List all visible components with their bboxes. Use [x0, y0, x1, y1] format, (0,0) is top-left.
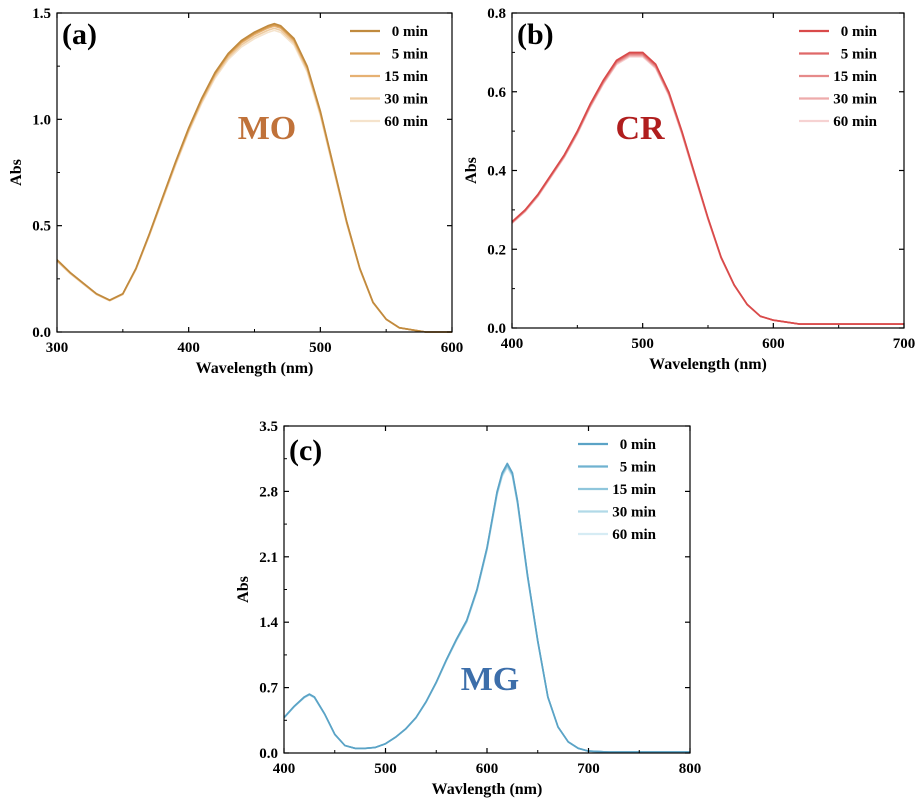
x-axis-title: Wavelength (nm): [196, 360, 314, 377]
legend-label: 30 min: [612, 505, 656, 521]
x-axis-title: Wavelength (nm): [649, 356, 767, 373]
x-tick-label: 400: [273, 761, 296, 777]
legend-label: 5 min: [392, 47, 429, 63]
y-tick-label: 0.0: [259, 746, 278, 762]
y-tick-label: 0.2: [487, 242, 506, 258]
legend-label: 5 min: [841, 47, 878, 63]
x-tick-label: 700: [577, 761, 600, 777]
y-axis-title: Abs: [8, 159, 25, 186]
legend-label: 0 min: [620, 437, 657, 453]
y-tick-label: 0.6: [487, 85, 506, 101]
legend-label: 5 min: [620, 460, 657, 476]
legend-label: 30 min: [384, 92, 428, 108]
dye-annotation: CR: [615, 110, 665, 147]
y-tick-label: 2.8: [259, 484, 278, 500]
y-tick-label: 0.8: [487, 6, 506, 22]
series-line-0-min: [283, 462, 690, 753]
legend-label: 60 min: [612, 527, 656, 543]
x-tick-label: 400: [501, 336, 524, 352]
y-tick-label: 0.7: [259, 681, 278, 697]
legend-label: 15 min: [833, 69, 877, 85]
x-tick-label: 600: [476, 761, 499, 777]
legend-label: 0 min: [392, 24, 429, 40]
chart-panel-3: 400 500 600 700 800 0.0 0.7 1.4 2.1 2.8 3.5 Wavleng…: [235, 419, 701, 798]
series-line-0-min: [56, 22, 452, 333]
x-tick-label: 400: [177, 340, 200, 356]
y-axis-title: Abs: [463, 157, 480, 184]
y-tick-label: 0.5: [32, 219, 51, 235]
legend-label: 60 min: [833, 114, 877, 130]
y-tick-label: 0.4: [487, 164, 506, 180]
y-tick-label: 3.5: [259, 419, 278, 435]
x-tick-label: 500: [309, 340, 332, 356]
x-tick-label: 500: [631, 336, 654, 352]
x-tick-label: 600: [762, 336, 785, 352]
y-tick-label: 2.1: [259, 550, 278, 566]
legend-label: 15 min: [384, 69, 428, 85]
x-tick-label: 500: [374, 761, 397, 777]
y-axis-title: Abs: [235, 576, 252, 603]
panel-label: (a): [62, 18, 97, 51]
dye-annotation: MO: [238, 110, 297, 147]
legend-label: 15 min: [612, 482, 656, 498]
dye-annotation: MG: [461, 661, 520, 698]
panel-label: (c): [289, 434, 322, 467]
chart-panel-2: 400 500 600 700 0.0 0.2 0.4 0.6 0.8 Wavelength (n…: [463, 6, 915, 373]
legend: 0 min 5 min 15 min 30 min 60 min: [799, 24, 878, 130]
y-tick-label: 0.0: [487, 321, 506, 337]
x-tick-label: 700: [893, 336, 916, 352]
chart-panel-1: 300 400 500 600 0.0 0.5 1.0 1.5 Wavelength (nm) A…: [8, 6, 463, 377]
x-axis-title: Wavlength (nm): [432, 781, 543, 798]
legend-label: 60 min: [384, 114, 428, 130]
x-tick-label: 800: [679, 761, 702, 777]
y-tick-label: 1.4: [259, 615, 278, 631]
legend-label: 0 min: [841, 24, 878, 40]
y-tick-label: 1.0: [32, 112, 51, 128]
legend: 0 min 5 min 15 min 30 min 60 min: [350, 24, 429, 130]
x-tick-label: 600: [441, 340, 464, 356]
panel-label: (b): [517, 18, 554, 51]
series-line-0-min: [511, 51, 904, 325]
legend: 0 min 5 min 15 min 30 min 60 min: [578, 437, 657, 543]
x-tick-label: 300: [46, 340, 69, 356]
y-tick-label: 0.0: [32, 325, 51, 341]
y-tick-label: 1.5: [32, 6, 51, 22]
legend-label: 30 min: [833, 92, 877, 108]
